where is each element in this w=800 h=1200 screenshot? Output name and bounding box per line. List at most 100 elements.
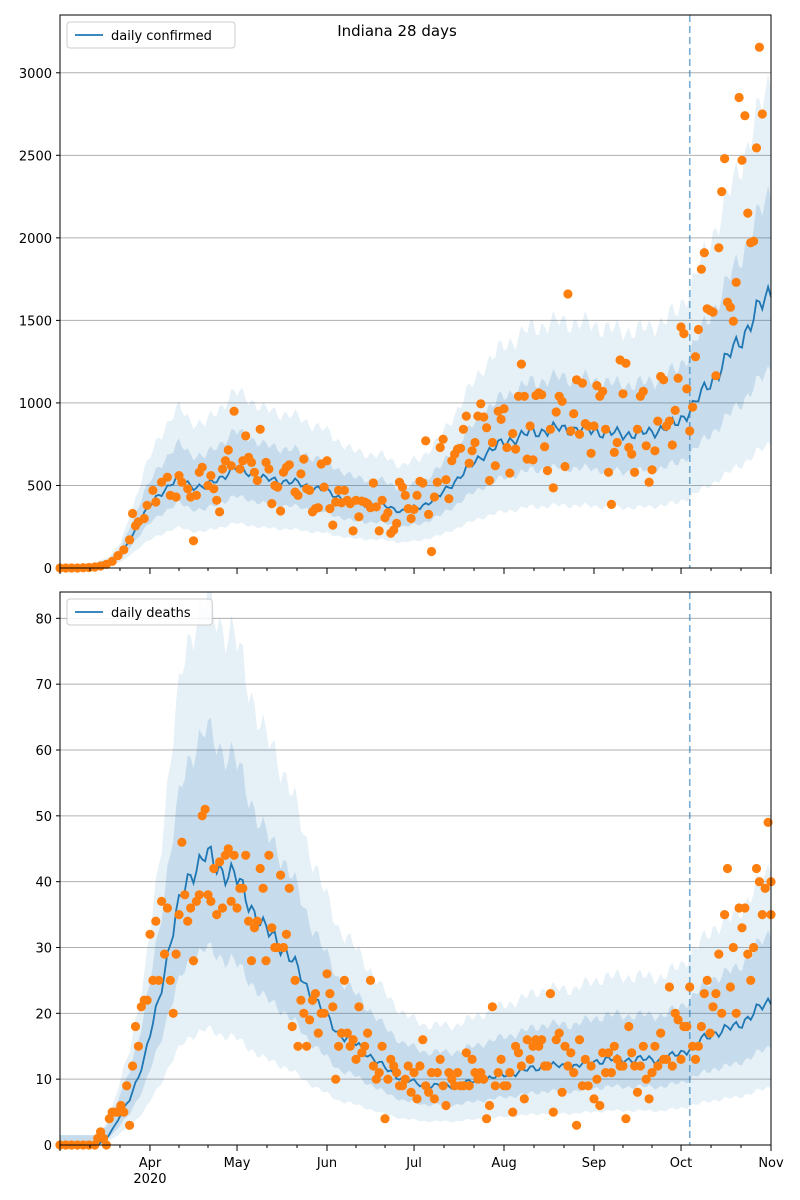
x-year-label: 2020 — [133, 1172, 166, 1187]
data-point — [380, 1114, 390, 1124]
data-point — [171, 949, 181, 959]
data-point — [711, 989, 721, 999]
data-point — [676, 1054, 686, 1064]
data-point — [490, 1081, 500, 1091]
data-point — [632, 424, 643, 434]
data-point — [453, 1068, 463, 1078]
data-point — [627, 1048, 637, 1058]
data-point — [444, 494, 454, 504]
data-point — [635, 1061, 646, 1071]
y-tick-label: 3000 — [19, 67, 52, 82]
data-point — [273, 482, 283, 492]
data-point — [325, 989, 335, 999]
data-point — [246, 457, 257, 467]
data-point — [522, 1035, 532, 1045]
data-point — [737, 923, 747, 933]
data-point — [740, 903, 750, 913]
data-point — [424, 1087, 434, 1097]
data-point — [717, 1008, 727, 1018]
data-point — [223, 445, 233, 455]
data-point — [525, 1054, 535, 1064]
data-point — [479, 1074, 489, 1084]
data-point — [406, 513, 416, 524]
y-tick-label: 30 — [35, 942, 52, 957]
data-point — [261, 956, 271, 966]
data-point — [400, 1074, 410, 1084]
data-point — [644, 1094, 654, 1104]
data-point — [177, 837, 187, 847]
data-point — [226, 896, 236, 907]
data-point — [374, 1068, 384, 1078]
legend-label: daily confirmed — [111, 29, 212, 44]
data-point — [276, 506, 286, 516]
data-point — [650, 1041, 660, 1051]
data-point — [194, 890, 204, 900]
data-point — [508, 1107, 518, 1117]
data-point — [122, 1081, 132, 1091]
data-point — [296, 469, 306, 479]
data-point — [197, 462, 207, 472]
data-point — [133, 1041, 143, 1051]
data-point — [714, 949, 724, 959]
data-point — [603, 467, 614, 477]
data-point — [409, 504, 419, 514]
data-point — [142, 500, 152, 510]
data-point — [487, 437, 497, 448]
data-point — [525, 421, 535, 431]
data-point — [165, 975, 175, 986]
data-point — [560, 461, 570, 472]
data-point — [548, 483, 558, 493]
data-point — [464, 458, 474, 468]
data-point — [577, 378, 588, 388]
data-point — [482, 423, 492, 433]
data-point — [403, 1061, 413, 1071]
x-tick-label: Aug — [491, 1156, 516, 1171]
data-point — [328, 520, 338, 530]
data-point — [212, 910, 222, 920]
data-point — [119, 545, 129, 555]
data-point — [574, 1035, 585, 1045]
data-point — [516, 1061, 527, 1071]
data-point — [212, 495, 222, 505]
data-point — [510, 444, 521, 454]
data-point — [717, 187, 727, 197]
data-point — [569, 1068, 579, 1078]
data-point — [464, 1081, 474, 1091]
y-tick-label: 50 — [35, 810, 52, 825]
data-point — [223, 844, 233, 854]
data-point — [540, 442, 550, 452]
data-point — [673, 1015, 683, 1025]
data-point — [148, 485, 158, 495]
figure-title: Indiana 28 days — [337, 22, 457, 40]
data-point — [606, 499, 617, 509]
data-point — [621, 1114, 631, 1124]
data-point — [217, 464, 228, 474]
data-point — [319, 1008, 329, 1018]
data-point — [290, 975, 300, 986]
data-point — [749, 942, 759, 953]
data-point — [505, 1068, 515, 1078]
data-point — [296, 995, 306, 1005]
data-point — [734, 92, 744, 103]
data-point — [690, 1054, 701, 1064]
data-point — [572, 1120, 582, 1130]
data-point — [528, 455, 538, 465]
data-point — [244, 916, 254, 926]
data-point — [232, 903, 242, 913]
data-point — [255, 424, 265, 434]
data-point — [725, 302, 736, 312]
data-point — [682, 1021, 692, 1032]
data-point — [664, 416, 675, 426]
data-point — [690, 352, 701, 362]
data-point — [720, 910, 730, 920]
data-point — [400, 490, 410, 500]
data-point — [342, 1028, 352, 1038]
data-point — [313, 1028, 323, 1038]
data-point — [641, 1074, 651, 1084]
data-point — [679, 329, 689, 339]
data-point — [264, 850, 274, 860]
data-point — [139, 513, 149, 524]
data-point — [609, 447, 619, 457]
data-point — [502, 1081, 512, 1091]
